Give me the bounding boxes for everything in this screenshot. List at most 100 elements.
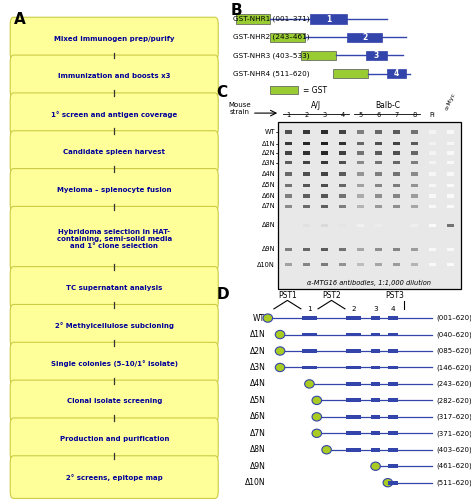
Text: Δ7N: Δ7N [250,429,265,438]
Bar [285,204,292,208]
Bar [375,172,382,176]
Text: (040–620): (040–620) [437,332,471,338]
Polygon shape [110,209,118,214]
Bar [348,32,382,42]
Bar [393,194,400,198]
Bar [321,248,328,251]
Bar [285,184,292,187]
Ellipse shape [383,478,393,487]
Bar [447,172,454,176]
Bar [339,184,346,187]
Text: (146–620): (146–620) [437,364,471,370]
Text: Single colonies (5–10/1° isolate): Single colonies (5–10/1° isolate) [51,360,178,367]
Bar [411,263,418,266]
Text: PST1: PST1 [278,290,297,300]
Bar [303,263,310,266]
Bar [357,142,364,146]
Bar [285,142,292,146]
Bar [371,415,381,419]
Text: Δ1N: Δ1N [262,140,275,146]
Polygon shape [110,269,118,274]
Bar [375,130,382,134]
Bar [346,415,361,419]
FancyBboxPatch shape [10,418,218,461]
Text: 5: 5 [358,112,363,118]
Bar [357,161,364,164]
Bar [388,415,398,419]
Bar [285,172,292,176]
Bar [371,382,381,386]
Bar [339,204,346,208]
Bar [285,130,292,134]
Text: 1: 1 [307,306,312,312]
Bar [371,316,381,320]
Bar [339,161,346,164]
Text: WT: WT [265,129,275,135]
Bar [447,152,454,155]
Ellipse shape [275,330,285,338]
Bar [346,316,361,320]
Bar [375,161,382,164]
Bar [411,194,418,198]
Bar [339,194,346,198]
Text: A/J: A/J [310,101,321,110]
Text: Δ4N: Δ4N [250,380,265,388]
Bar [447,224,454,227]
Bar [429,263,436,266]
Bar [411,172,418,176]
Text: 6: 6 [376,112,381,118]
Ellipse shape [312,429,322,438]
Bar [285,248,292,251]
Bar [357,263,364,266]
Bar [285,224,292,227]
Text: (461–620): (461–620) [437,463,471,469]
Bar [411,184,418,187]
Bar [371,398,381,402]
Bar [429,248,436,251]
Bar [321,172,328,176]
Bar [411,152,418,155]
Text: GST-NHR3 (403–533): GST-NHR3 (403–533) [233,52,309,59]
Text: PST3: PST3 [386,290,405,300]
Bar [321,263,328,266]
Bar [429,204,436,208]
Text: Δ7N: Δ7N [261,204,275,210]
Bar [388,481,398,484]
Text: TC supernatant analysis: TC supernatant analysis [66,285,162,291]
Bar [339,130,346,134]
Bar [357,248,364,251]
Bar [411,161,418,164]
Text: GST-NHR2 (243–461): GST-NHR2 (243–461) [233,34,309,40]
Text: 2: 2 [304,112,309,118]
Text: Δ9N: Δ9N [262,246,275,252]
Bar [310,14,348,24]
Polygon shape [110,96,118,100]
Text: Δ8N: Δ8N [261,222,275,228]
Text: Mouse
strain: Mouse strain [228,102,251,115]
Bar [393,204,400,208]
Bar [321,152,328,155]
Bar [388,349,398,353]
Bar [303,130,310,134]
Text: Δ8N: Δ8N [250,446,265,454]
Bar [393,152,400,155]
Bar [357,194,364,198]
Bar [303,194,310,198]
Bar [388,382,398,386]
Text: Immunization and boosts x3: Immunization and boosts x3 [58,74,171,80]
Text: 1: 1 [286,112,291,118]
Bar [388,432,398,435]
Bar [388,448,398,452]
Bar [411,248,418,251]
Bar [447,204,454,208]
Text: (371–620): (371–620) [437,430,471,436]
Bar [339,152,346,155]
Text: Δ3N: Δ3N [250,363,265,372]
Bar [303,172,310,176]
Bar [447,248,454,251]
Text: 1° screen and antigen coverage: 1° screen and antigen coverage [51,111,178,117]
FancyBboxPatch shape [10,266,218,310]
Bar [447,184,454,187]
Bar [388,398,398,402]
Ellipse shape [312,412,322,421]
